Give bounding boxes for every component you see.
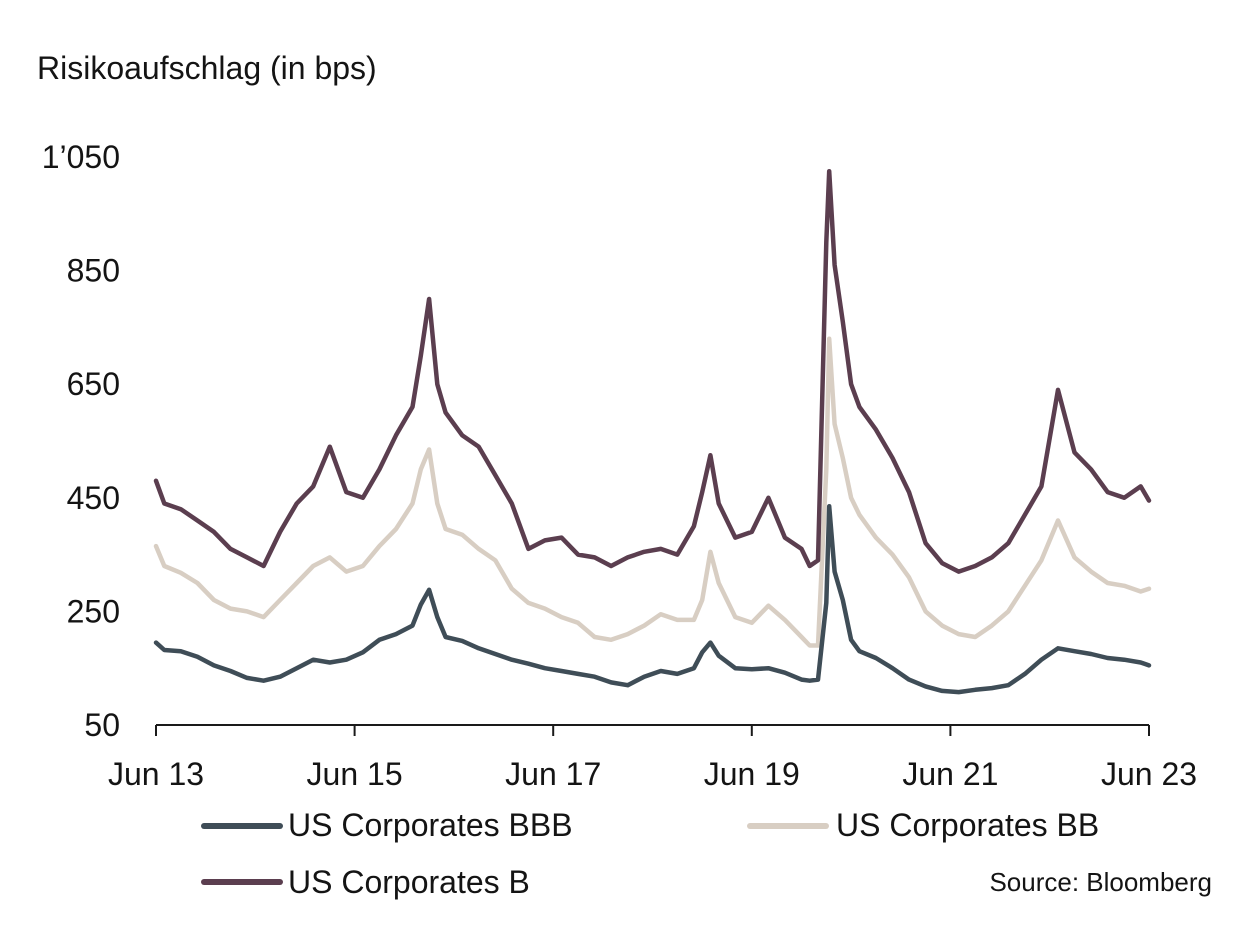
series-line-us-corporates-bbb [153,504,1152,695]
y-tick-label: 850 [67,253,120,289]
series-line-us-corporates-b [153,168,1152,574]
series-line-us-corporates-bb [153,336,1152,648]
x-tick-label: Jun 15 [307,756,403,792]
x-axis-ticks: Jun 13 Jun 15 Jun 17 Jun 19 Jun 21 Jun 23 [108,725,1197,792]
y-axis-ticks: 50 250 450 650 850 1’050 [42,139,120,743]
y-tick-label: 250 [67,593,120,629]
y-tick-label: 450 [67,480,120,516]
y-tick-label: 1’050 [42,139,120,175]
x-tick-label: Jun 19 [704,756,800,792]
x-tick-label: Jun 13 [108,756,204,792]
legend-label-bbb: US Corporates BBB [288,807,573,843]
series-lines [153,168,1152,695]
y-tick-label: 50 [84,707,120,743]
legend-label-bb: US Corporates BB [836,807,1099,843]
legend: US Corporates BBB US Corporates BB US Co… [201,807,1099,900]
legend-label-b: US Corporates B [288,864,530,900]
x-tick-label: Jun 21 [902,756,998,792]
x-tick-label: Jun 23 [1101,756,1197,792]
x-tick-label: Jun 17 [505,756,601,792]
source-note: Source: Bloomberg [989,867,1212,897]
y-axis-label: Risikoaufschlag (in bps) [37,50,377,86]
y-tick-label: 650 [67,366,120,402]
